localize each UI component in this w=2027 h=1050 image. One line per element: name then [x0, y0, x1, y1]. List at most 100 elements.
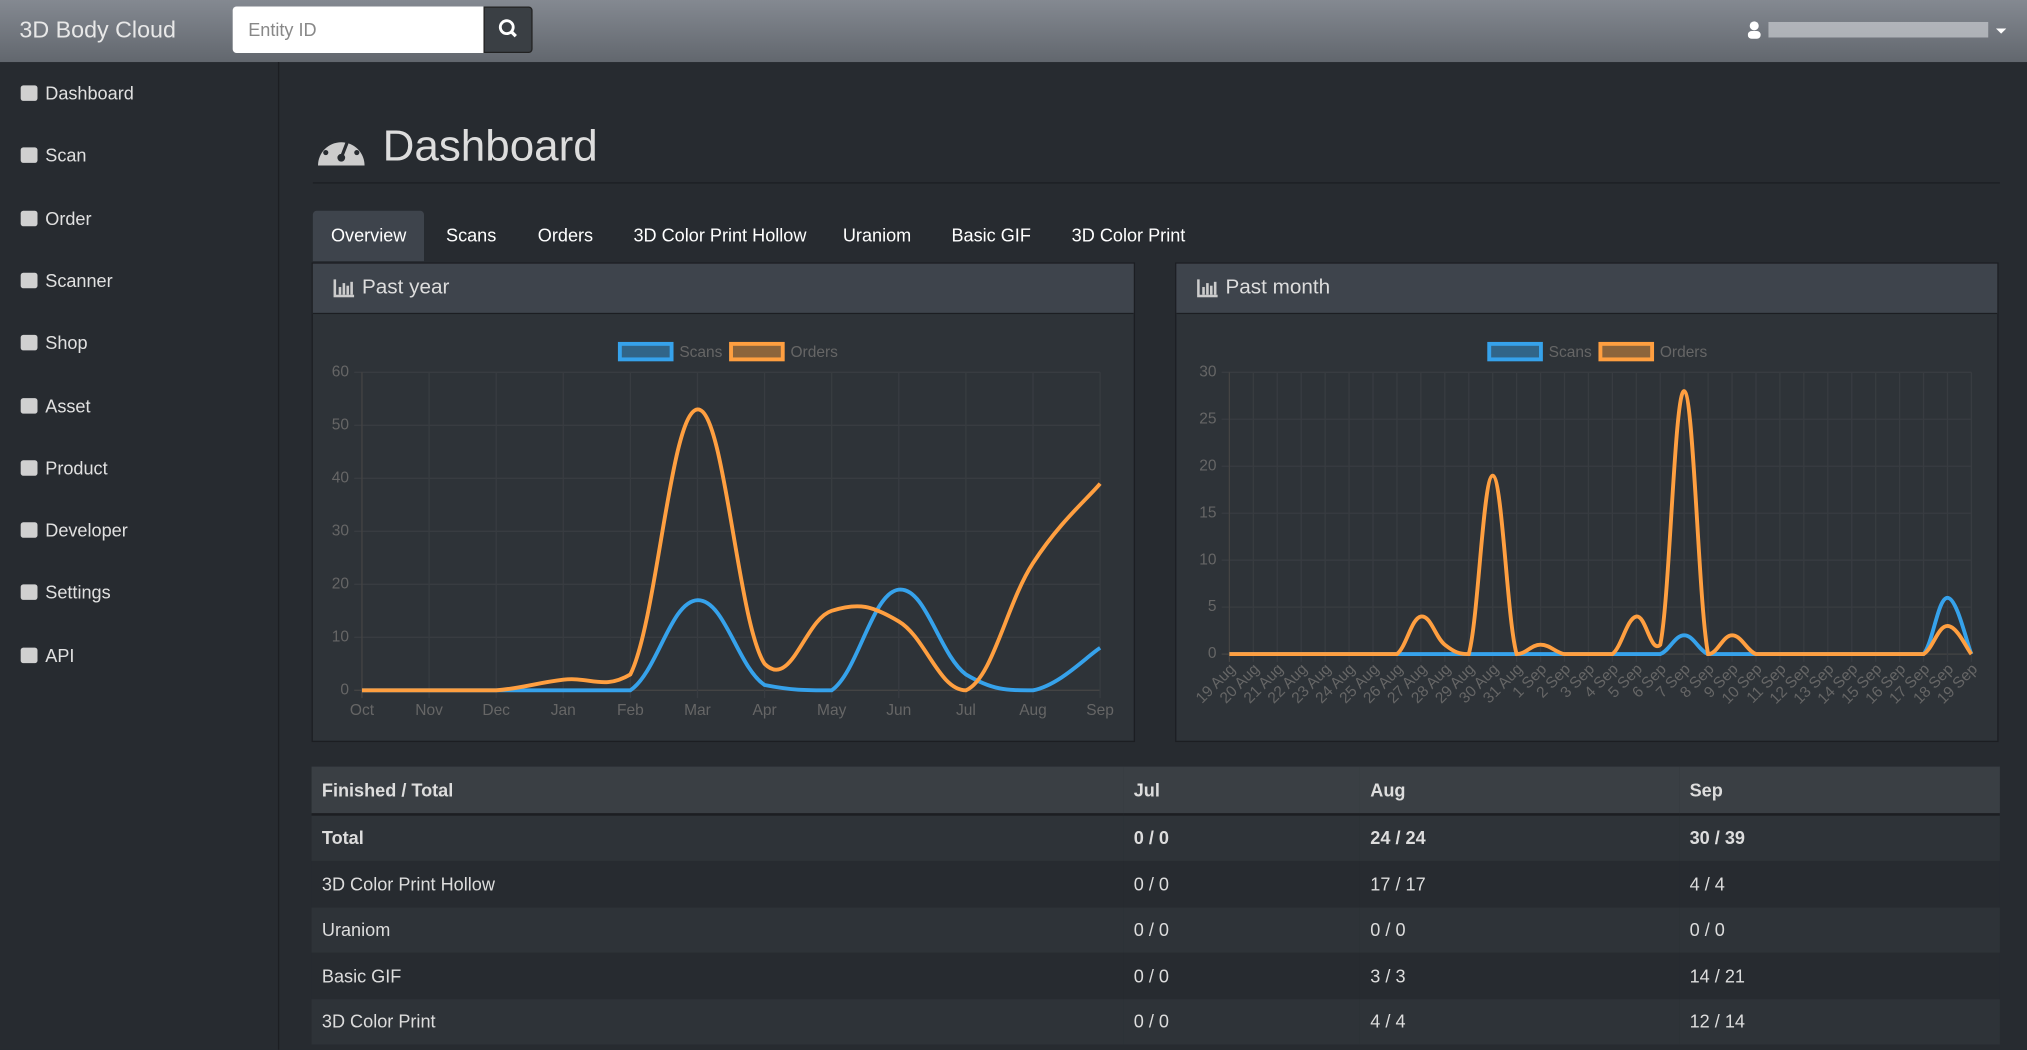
y-tick-label: 20	[332, 575, 350, 592]
series-line	[1229, 389, 1973, 657]
x-tick-label: Jun	[886, 702, 911, 719]
nav-label: Product	[45, 457, 108, 479]
x-tick-label: Mar	[684, 702, 711, 719]
y-tick-label: 40	[332, 469, 350, 486]
nav-icon	[20, 584, 38, 601]
search-button[interactable]	[483, 6, 533, 54]
panel-title: Past year	[361, 276, 450, 299]
header-cell: Jul	[1123, 766, 1360, 816]
cell: 30 / 39	[1679, 813, 2000, 861]
x-tick-label: May	[817, 702, 847, 719]
tabs: Overview Scans Orders 3D Color Print Hollow…	[312, 210, 2000, 262]
legend-swatch	[1487, 341, 1543, 362]
panel-title: Past month	[1225, 276, 1331, 299]
nav-label: Asset	[45, 394, 91, 416]
tab[interactable]: Orders	[537, 224, 594, 246]
nav-item[interactable]: Product	[20, 457, 108, 479]
cell: 0 / 0	[1123, 906, 1360, 953]
nav-item[interactable]: Order	[20, 207, 92, 229]
table-row: Total 0 / 0 24 / 24 30 / 39	[311, 813, 2000, 861]
panel: Past year 0 10 20 30 40 50 60 Oct Nov Dec Jan Feb Ma…	[311, 262, 1136, 743]
panel-heading: Past year	[312, 263, 1134, 315]
tab[interactable]: Uraniom	[842, 224, 912, 246]
chart: 0 10 20 30 40 50 60 Oct Nov Dec Jan Feb Mar Apr May Jun…	[332, 341, 1114, 719]
nav-item[interactable]: Asset	[20, 394, 91, 416]
nav-label: Settings	[45, 582, 111, 603]
x-tick-label: Oct	[350, 702, 375, 719]
tab[interactable]: 3D Color Print Hollow	[633, 224, 807, 246]
nav-item[interactable]: API	[20, 644, 75, 666]
search-icon	[498, 19, 517, 38]
sidebar: Dashboard Scan Order Scanner Shop Asset Produc…	[0, 62, 280, 1050]
cell: 4 / 4	[1679, 860, 2000, 907]
legend-label: Orders	[1660, 344, 1708, 361]
y-tick-label: 5	[1208, 598, 1217, 615]
tab[interactable]: Basic GIF	[951, 224, 1031, 246]
cell: 0 / 0	[1123, 998, 1360, 1045]
legend-label: Scans	[1549, 344, 1592, 361]
nav-icon	[20, 459, 38, 476]
summary-table: Finished / Total Jul Aug Sep Total 0 / 0 24 / …	[311, 766, 2000, 1045]
nav-item[interactable]: Settings	[20, 582, 111, 603]
legend-swatch	[1598, 341, 1655, 362]
nav-label: Developer	[45, 519, 128, 541]
tab[interactable]: Scans	[445, 224, 497, 246]
nav-label: Scanner	[45, 270, 113, 291]
header-cell: Aug	[1359, 766, 1680, 816]
series-line	[361, 587, 1102, 693]
tab[interactable]: Overview	[312, 210, 425, 262]
legend-item[interactable]: Scans	[617, 341, 723, 362]
nav-icon	[20, 210, 38, 226]
x-tick-label: Apr	[753, 702, 777, 719]
x-tick-label: Dec	[482, 702, 510, 719]
cell: 0 / 0	[1359, 906, 1680, 953]
nav-item[interactable]: Scan	[20, 145, 87, 166]
cell: 17 / 17	[1359, 860, 1680, 907]
legend-swatch	[617, 341, 674, 362]
y-tick-label: 30	[332, 522, 350, 539]
x-tick-label: Sep	[1086, 702, 1114, 719]
cell: Uraniom	[311, 906, 1124, 953]
x-tick-label: Nov	[415, 702, 443, 719]
chart-icon	[333, 279, 355, 298]
user-menu[interactable]	[1747, 19, 2007, 40]
cell: 4 / 4	[1359, 998, 1680, 1045]
legend-label: Orders	[791, 344, 839, 361]
nav-item[interactable]: Dashboard	[20, 83, 134, 103]
chart-icon	[1197, 279, 1218, 298]
legend-swatch	[729, 341, 785, 362]
tab[interactable]: 3D Color Print	[1071, 224, 1186, 246]
cell: Basic GIF	[311, 952, 1124, 999]
brand[interactable]: 3D Body Cloud	[19, 16, 176, 43]
dashboard-icon	[318, 138, 365, 166]
divider	[312, 182, 2000, 184]
nav-item[interactable]: Shop	[20, 332, 88, 353]
nav-label: Scan	[45, 145, 87, 166]
navbar: 3D Body Cloud Entity ID	[0, 0, 2027, 63]
page-title: Dashboard	[382, 121, 598, 171]
nav-item[interactable]: Developer	[20, 519, 128, 541]
x-tick-label: Feb	[617, 702, 644, 719]
legend-item[interactable]: Scans	[1487, 341, 1592, 362]
series-line	[1229, 595, 1974, 657]
x-tick-label: Jul	[956, 702, 976, 719]
nav-label: API	[45, 644, 75, 666]
y-tick-label: 50	[332, 416, 350, 433]
nav-item[interactable]: Scanner	[20, 270, 113, 291]
y-tick-label: 60	[332, 363, 350, 380]
legend-item[interactable]: Orders	[729, 341, 839, 362]
cell: 0 / 0	[1123, 952, 1360, 999]
nav-label: Order	[45, 207, 92, 229]
y-tick-label: 30	[1199, 363, 1217, 380]
cell: 14 / 21	[1679, 952, 2000, 999]
cell: 3 / 3	[1359, 952, 1680, 999]
cell: 24 / 24	[1359, 813, 1680, 861]
table-header: Finished / Total Jul Aug Sep	[311, 766, 2000, 816]
search-input[interactable]: Entity ID	[232, 6, 484, 54]
cell: 3D Color Print Hollow	[311, 860, 1124, 907]
legend-item[interactable]: Orders	[1598, 341, 1708, 362]
